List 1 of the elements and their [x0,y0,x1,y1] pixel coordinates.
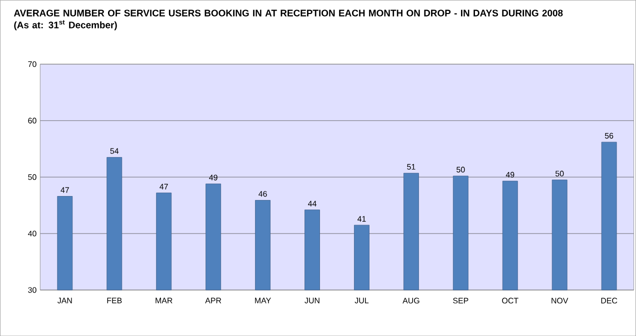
chart-title: AVERAGE NUMBER OF SERVICE USERS BOOKING IN AT RECEPTION EACH MONTH ON DROP - IN DAYS DURING 2008 (As at: 31$^{st}$ December) [14,10,563,30]
